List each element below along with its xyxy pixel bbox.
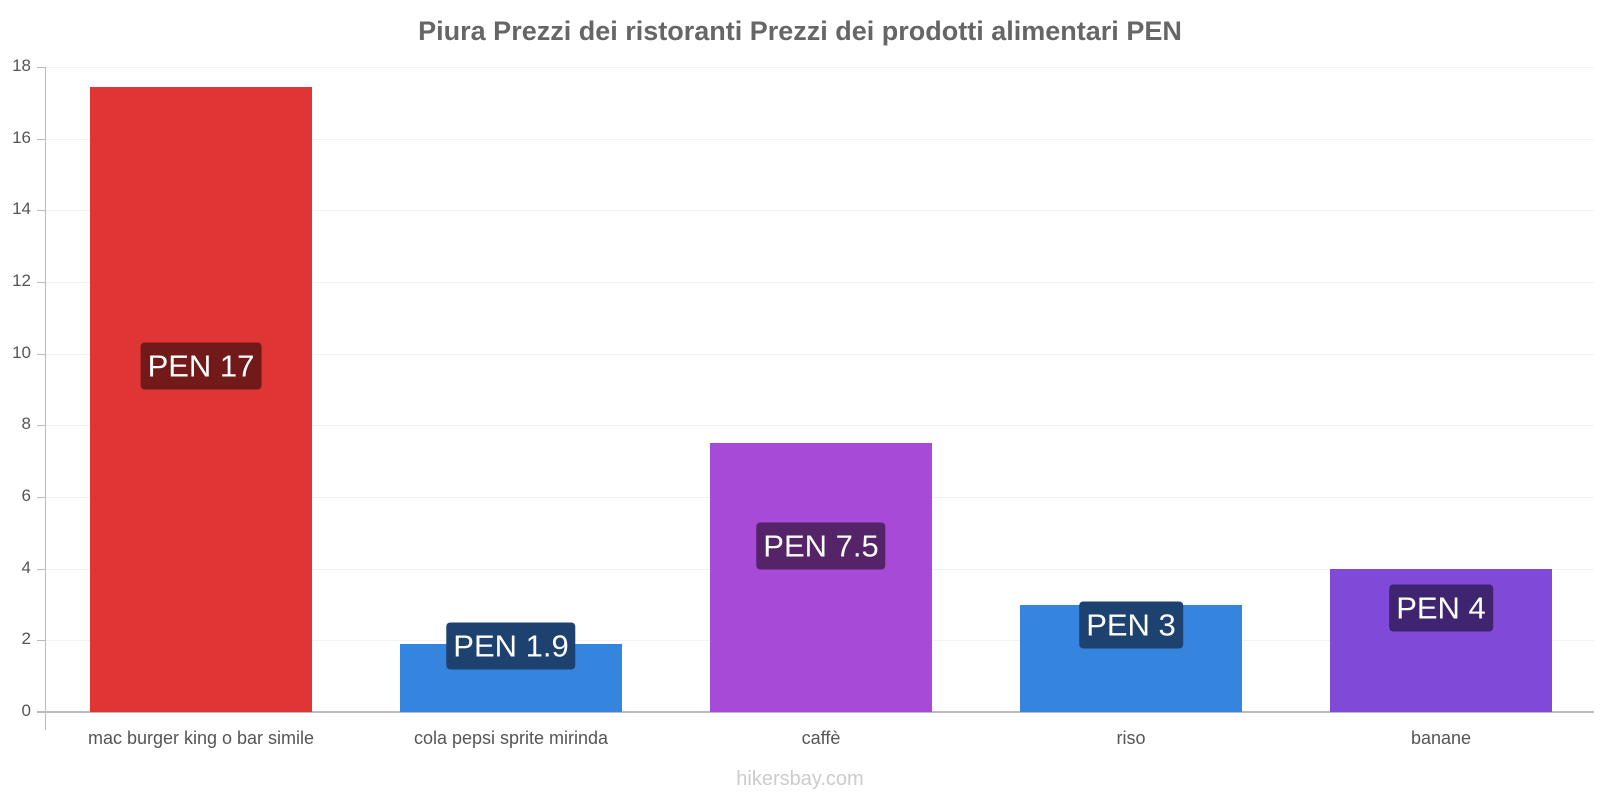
- y-tick-mark: [37, 210, 46, 212]
- x-tick-label: caffè: [801, 728, 841, 748]
- y-tick-mark: [37, 282, 46, 283]
- x-tick-label: banane: [1410, 728, 1472, 748]
- bar-value-label: PEN 4: [1389, 584, 1493, 632]
- y-tick-mark: [37, 138, 46, 140]
- gridline: [46, 425, 1594, 427]
- x-tick-label: riso: [1116, 728, 1146, 748]
- gridline: [46, 67, 1594, 68]
- y-tick-mark: [37, 425, 46, 427]
- gridline: [46, 210, 1594, 212]
- y-tick-mark: [37, 712, 46, 713]
- y-tick-mark: [37, 353, 46, 355]
- y-tick-label: 0: [21, 701, 31, 720]
- bar-value-label: PEN 7.5: [756, 522, 886, 570]
- y-tick-mark: [37, 67, 46, 68]
- y-tick-label: 16: [12, 127, 31, 147]
- bar[interactable]: [90, 86, 312, 712]
- gridline: [46, 353, 1594, 355]
- x-axis-line: [37, 711, 1594, 713]
- gridline: [46, 138, 1594, 140]
- chart-title: Piura Prezzi dei ristoranti Prezzi dei p…: [418, 16, 1182, 46]
- y-tick-label: 12: [12, 271, 31, 290]
- y-tick-label: 6: [21, 486, 31, 505]
- y-tick-label: 10: [12, 342, 31, 362]
- y-tick-mark: [37, 568, 46, 570]
- y-tick-mark: [37, 497, 46, 498]
- y-tick-label: 4: [21, 557, 31, 577]
- gridline: [46, 282, 1594, 283]
- watermark: hikersbay.com: [736, 768, 864, 790]
- bar-value-label: PEN 1.9: [446, 622, 576, 670]
- y-axis-line: [45, 67, 46, 730]
- y-tick-label: 14: [12, 199, 31, 219]
- y-tick-label: 18: [12, 56, 31, 75]
- y-tick-mark: [37, 640, 46, 642]
- bar-value-label: PEN 17: [140, 342, 262, 390]
- bar[interactable]: [710, 443, 932, 712]
- y-tick-label: 2: [21, 629, 31, 649]
- y-tick-label: 8: [21, 414, 31, 434]
- x-tick-label: mac burger king o bar simile: [87, 728, 315, 748]
- x-tick-label: cola pepsi sprite mirinda: [413, 728, 609, 748]
- bar-value-label: PEN 3: [1079, 601, 1183, 649]
